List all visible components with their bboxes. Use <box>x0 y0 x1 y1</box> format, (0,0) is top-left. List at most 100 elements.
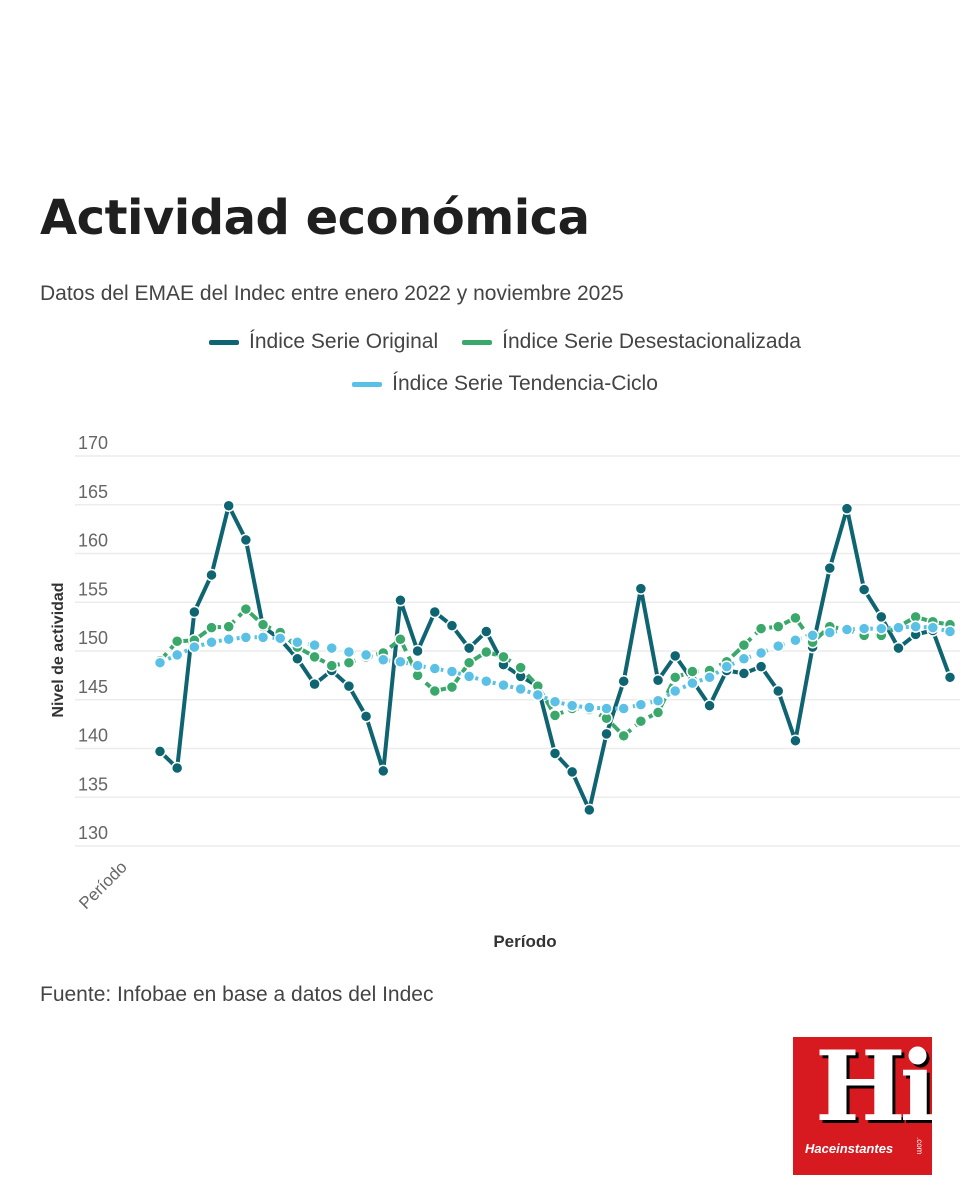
data-point[interactable] <box>170 648 184 662</box>
data-point[interactable] <box>480 625 493 638</box>
data-point[interactable] <box>359 648 373 662</box>
data-point[interactable] <box>686 665 699 678</box>
data-point[interactable] <box>325 641 338 655</box>
data-point[interactable] <box>737 652 751 666</box>
data-point[interactable] <box>565 699 579 712</box>
data-point[interactable] <box>256 618 270 631</box>
data-point[interactable] <box>943 625 957 638</box>
data-point[interactable] <box>565 765 579 779</box>
data-point[interactable] <box>377 764 390 778</box>
data-point[interactable] <box>462 641 476 655</box>
data-point[interactable] <box>617 729 630 743</box>
data-point[interactable] <box>548 747 562 760</box>
data-point[interactable] <box>703 699 716 712</box>
data-point[interactable] <box>686 676 699 690</box>
data-point[interactable] <box>600 727 613 741</box>
legend-item-tendencia[interactable]: Índice Serie Tendencia-Ciclo <box>352 372 658 396</box>
data-point[interactable] <box>531 688 545 702</box>
data-point[interactable] <box>377 653 390 667</box>
data-point[interactable] <box>445 665 459 678</box>
data-point[interactable] <box>651 706 665 719</box>
data-point[interactable] <box>497 650 510 664</box>
data-point[interactable] <box>325 659 338 672</box>
data-point[interactable] <box>359 710 373 723</box>
data-point[interactable] <box>188 640 201 654</box>
data-point[interactable] <box>926 621 940 634</box>
data-point[interactable] <box>789 634 802 647</box>
data-point[interactable] <box>754 646 768 660</box>
data-point[interactable] <box>737 667 751 680</box>
data-point[interactable] <box>291 652 304 666</box>
data-point[interactable] <box>875 610 888 624</box>
data-point[interactable] <box>480 645 493 659</box>
data-point[interactable] <box>634 714 648 728</box>
data-point[interactable] <box>411 659 424 672</box>
data-point[interactable] <box>514 682 527 696</box>
data-point[interactable] <box>823 626 837 639</box>
data-point[interactable] <box>909 620 922 633</box>
data-point[interactable] <box>772 684 785 698</box>
data-point[interactable] <box>308 650 321 664</box>
data-point[interactable] <box>651 694 665 707</box>
data-point[interactable] <box>583 701 596 714</box>
data-point[interactable] <box>153 656 167 669</box>
data-point[interactable] <box>789 611 802 625</box>
data-point[interactable] <box>428 662 442 675</box>
data-point[interactable] <box>754 622 768 635</box>
data-point[interactable] <box>239 533 253 547</box>
data-point[interactable] <box>342 656 356 669</box>
data-point[interactable] <box>222 499 235 512</box>
data-point[interactable] <box>188 605 201 619</box>
data-point[interactable] <box>840 623 854 636</box>
data-point[interactable] <box>462 656 476 669</box>
data-point[interactable] <box>651 674 665 687</box>
data-point[interactable] <box>308 638 321 652</box>
data-point[interactable] <box>205 621 218 634</box>
legend-item-original[interactable]: Índice Serie Original <box>209 330 438 354</box>
data-point[interactable] <box>256 631 270 644</box>
data-point[interactable] <box>789 734 802 747</box>
data-point[interactable] <box>892 621 905 634</box>
data-point[interactable] <box>394 633 407 646</box>
data-point[interactable] <box>394 655 407 668</box>
data-point[interactable] <box>634 698 648 711</box>
data-point[interactable] <box>943 671 957 684</box>
data-point[interactable] <box>308 677 321 691</box>
data-point[interactable] <box>153 745 167 758</box>
data-point[interactable] <box>772 639 785 653</box>
data-point[interactable] <box>703 671 716 684</box>
data-point[interactable] <box>170 635 184 648</box>
data-point[interactable] <box>823 561 837 575</box>
data-point[interactable] <box>617 702 630 715</box>
data-point[interactable] <box>428 684 442 698</box>
data-point[interactable] <box>772 620 785 633</box>
data-point[interactable] <box>205 568 218 582</box>
legend-item-desestacionalizada[interactable]: Índice Serie Desestacionalizada <box>462 330 801 354</box>
data-point[interactable] <box>634 582 648 595</box>
data-point[interactable] <box>273 632 287 645</box>
data-point[interactable] <box>514 661 527 674</box>
data-point[interactable] <box>222 633 235 646</box>
data-point[interactable] <box>291 635 304 649</box>
data-point[interactable] <box>342 645 356 659</box>
data-point[interactable] <box>583 803 596 817</box>
data-point[interactable] <box>892 641 905 655</box>
data-point[interactable] <box>617 674 630 688</box>
data-point[interactable] <box>428 605 442 619</box>
data-point[interactable] <box>875 622 888 635</box>
data-point[interactable] <box>737 638 751 652</box>
data-point[interactable] <box>754 660 768 673</box>
data-point[interactable] <box>239 631 253 644</box>
data-point[interactable] <box>857 583 871 596</box>
data-point[interactable] <box>239 602 253 616</box>
data-point[interactable] <box>394 594 407 607</box>
data-point[interactable] <box>548 709 562 722</box>
data-point[interactable] <box>342 679 356 693</box>
data-point[interactable] <box>840 502 854 515</box>
data-point[interactable] <box>548 695 562 708</box>
data-point[interactable] <box>480 674 493 688</box>
data-point[interactable] <box>806 629 819 642</box>
data-point[interactable] <box>445 619 459 632</box>
data-point[interactable] <box>170 761 184 775</box>
data-point[interactable] <box>411 644 424 658</box>
